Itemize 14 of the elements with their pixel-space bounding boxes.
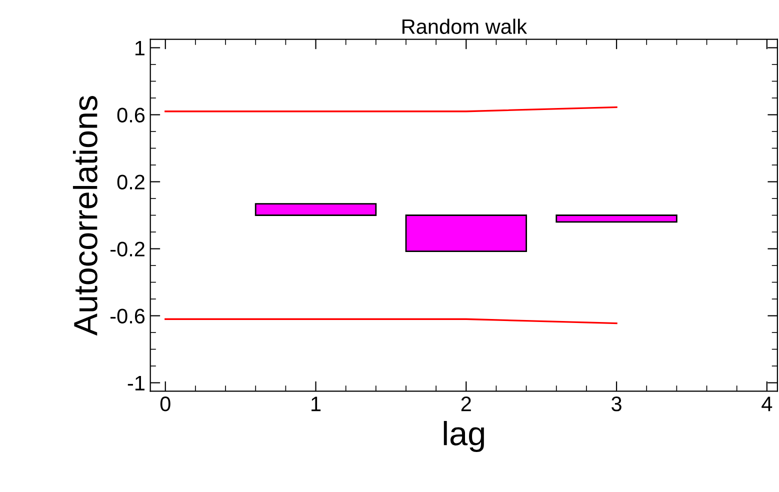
y-tick-label: -1 [128,376,144,390]
x-tick-label: 0 [160,396,170,412]
y-tick-label: -0.6 [110,308,145,324]
y-tick-label: 1 [135,40,144,56]
chart-title: Random walk [402,18,528,34]
y-tick-label: -0.2 [110,242,144,257]
x-tick-label: 3 [612,396,622,412]
y-tick-label: 0.6 [117,108,145,122]
x-axis-title: lag [444,420,484,452]
y-axis-title: Autocorrelations [72,96,98,336]
y-tick-label: 0.2 [117,174,144,190]
x-tick-label: 4 [762,396,772,412]
x-tick-label: 2 [461,396,471,412]
x-tick-label: 1 [312,396,321,412]
